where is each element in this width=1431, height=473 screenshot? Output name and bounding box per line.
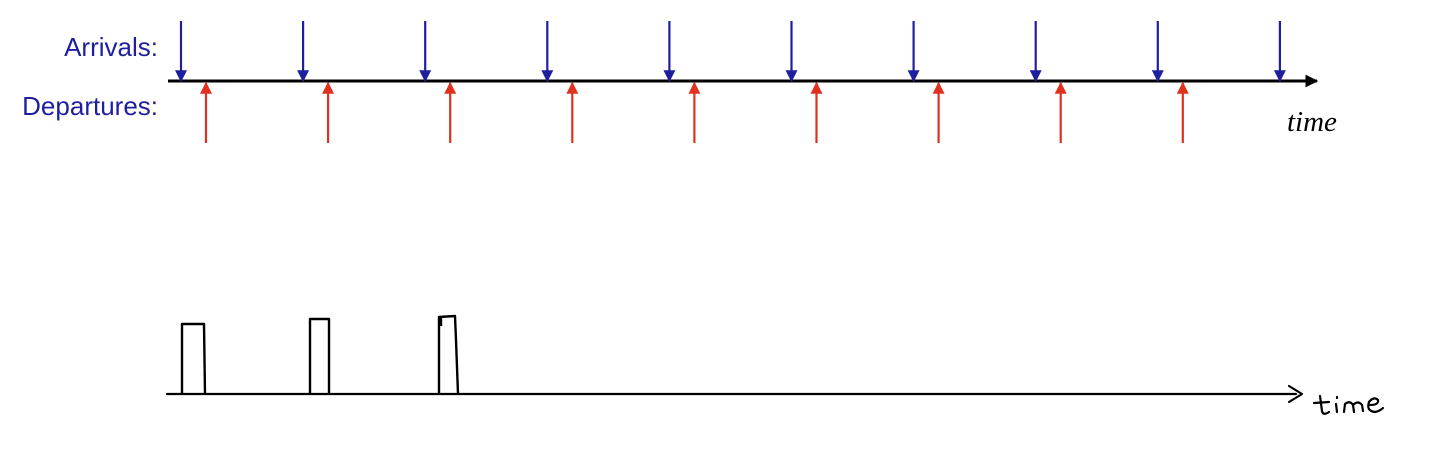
departure-arrows [200, 81, 1189, 143]
time-axis-label: time [1287, 106, 1337, 138]
handwritten-time-label [1312, 394, 1385, 415]
busy-period-pulse [308, 317, 331, 394]
arrivals-label: Arrivals: [64, 32, 158, 62]
arrival-arrows [175, 21, 1286, 83]
bottom-time-arrowhead [1287, 384, 1304, 404]
busy-period-pulse [437, 314, 460, 395]
busy-period-pulse [180, 322, 207, 395]
departures-label: Departures: [22, 91, 158, 121]
